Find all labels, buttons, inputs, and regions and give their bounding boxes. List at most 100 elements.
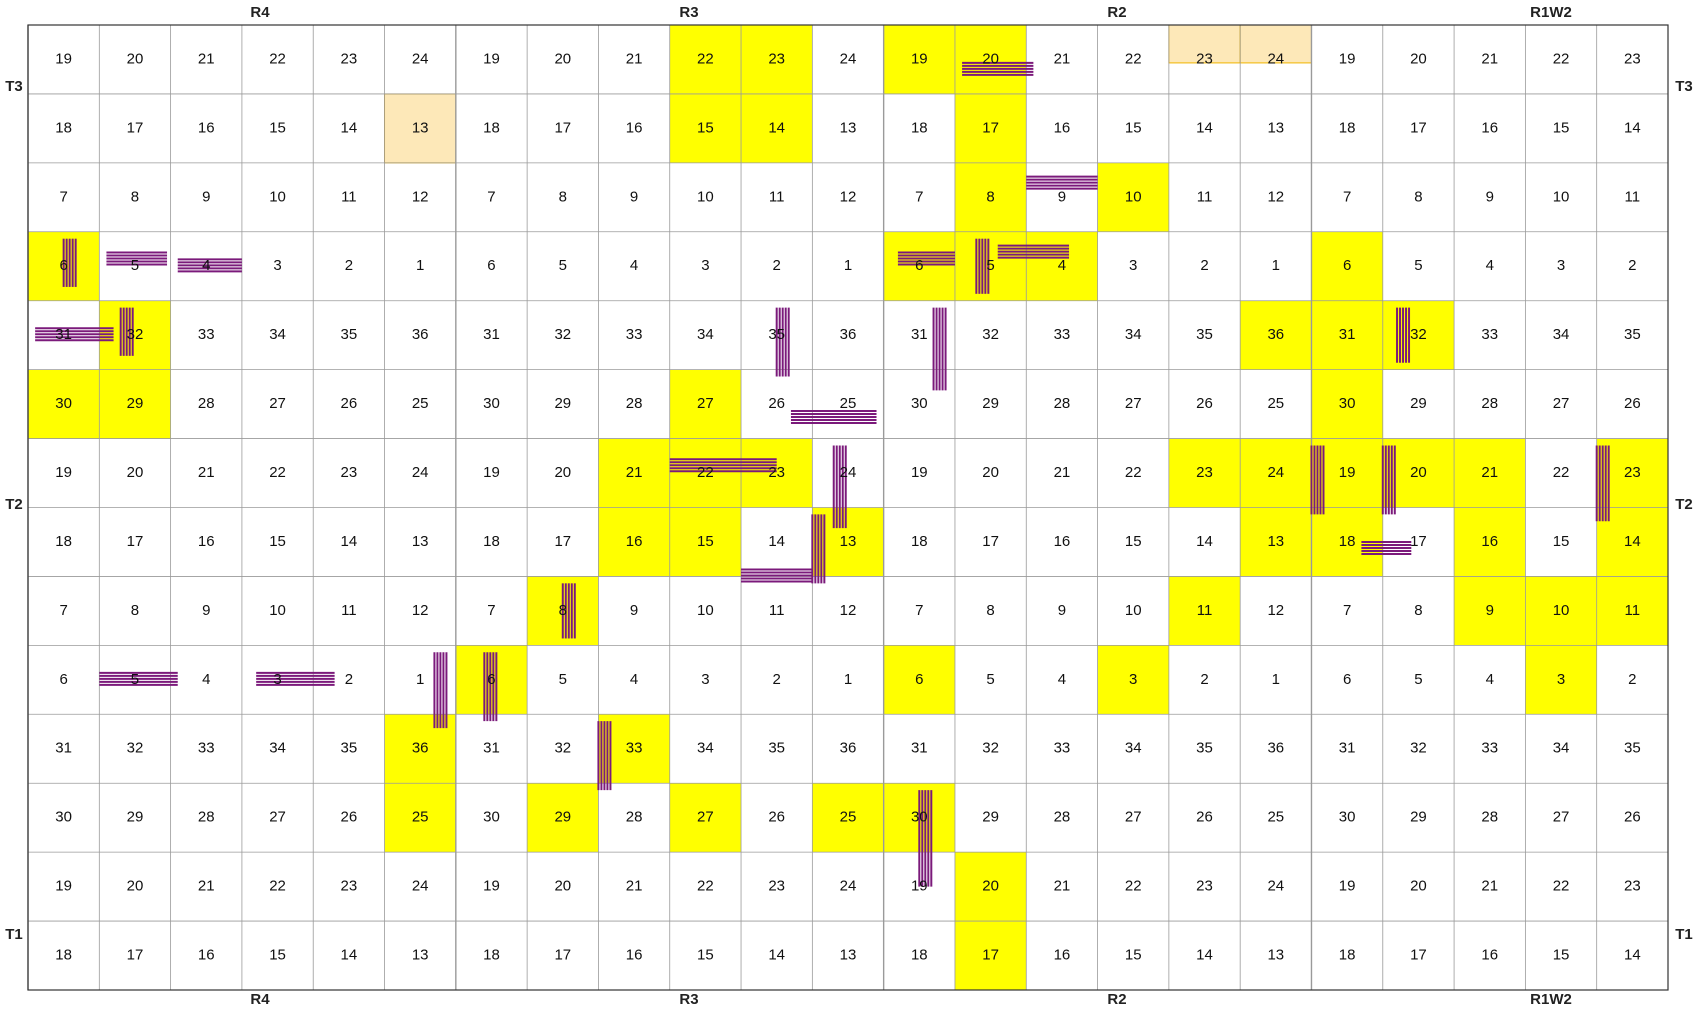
- lease-area: [669, 93, 742, 163]
- section-number: 23: [341, 464, 358, 481]
- section-number: 29: [982, 395, 999, 412]
- section-number: 22: [1125, 50, 1142, 67]
- section-number: 20: [982, 50, 999, 67]
- section-number: 13: [840, 533, 857, 550]
- section-number: 34: [269, 740, 286, 757]
- section-number: 6: [1343, 257, 1351, 274]
- section-number: 7: [1343, 188, 1351, 205]
- range-label: R3: [679, 991, 698, 1008]
- section-number: 30: [1339, 395, 1356, 412]
- township-label: T2: [1675, 496, 1693, 513]
- section-number: 19: [1339, 878, 1356, 895]
- range-label: R2: [1107, 4, 1126, 21]
- section-number: 25: [840, 809, 857, 826]
- section-number: 2: [345, 257, 353, 274]
- section-number: 16: [1481, 947, 1498, 964]
- lease-area: [954, 852, 1027, 922]
- section-number: 9: [1486, 188, 1494, 205]
- section-number: 28: [1481, 809, 1498, 826]
- section-number: 2: [1628, 671, 1636, 688]
- section-number: 23: [341, 878, 358, 895]
- section-number: 5: [131, 257, 139, 274]
- township-label: T2: [5, 496, 23, 513]
- section-number: 2: [1200, 671, 1208, 688]
- lease-area: [812, 783, 884, 853]
- section-number: 29: [127, 395, 144, 412]
- section-number: 17: [554, 947, 571, 964]
- section-number: 17: [982, 119, 999, 136]
- section-number: 29: [1410, 809, 1427, 826]
- section-number: 9: [202, 188, 210, 205]
- range-label: R4: [250, 991, 270, 1008]
- section-number: 15: [1553, 533, 1570, 550]
- section-number: 11: [341, 602, 357, 619]
- section-number: 7: [487, 602, 495, 619]
- section-number: 21: [626, 878, 643, 895]
- section-number: 19: [55, 878, 72, 895]
- section-number: 27: [1125, 809, 1142, 826]
- section-number: 20: [554, 50, 571, 67]
- section-number: 24: [840, 878, 857, 895]
- section-number: 27: [1553, 395, 1570, 412]
- section-number: 26: [341, 809, 358, 826]
- lease-area: [1311, 369, 1383, 439]
- section-number: 30: [55, 395, 72, 412]
- section-number: 8: [559, 188, 567, 205]
- section-number: 7: [487, 188, 495, 205]
- township-label: T3: [5, 78, 23, 95]
- section-number: 25: [1267, 809, 1284, 826]
- township-label: T1: [5, 926, 23, 943]
- section-number: 5: [131, 671, 139, 688]
- section-number: 19: [483, 464, 500, 481]
- section-number: 6: [1343, 671, 1351, 688]
- section-number: 16: [1054, 119, 1071, 136]
- lease-area: [1311, 231, 1383, 301]
- section-number: 8: [559, 602, 567, 619]
- lease-area: [1026, 231, 1098, 301]
- section-number: 31: [911, 326, 928, 343]
- section-number: 15: [1125, 947, 1142, 964]
- section-number: 17: [982, 533, 999, 550]
- section-number: 14: [1196, 533, 1213, 550]
- section-number: 11: [769, 188, 785, 205]
- section-number: 10: [1553, 602, 1570, 619]
- section-number: 36: [1267, 740, 1284, 757]
- section-number: 16: [198, 947, 215, 964]
- section-number: 22: [269, 50, 286, 67]
- section-number: 20: [554, 878, 571, 895]
- section-number: 34: [697, 740, 714, 757]
- lease-area: [1454, 576, 1526, 646]
- lease-area: [741, 438, 813, 508]
- section-number: 26: [1196, 809, 1213, 826]
- section-number: 8: [131, 188, 139, 205]
- section-number: 28: [1054, 395, 1071, 412]
- section-number: 4: [630, 671, 638, 688]
- section-number: 14: [768, 947, 785, 964]
- section-number: 17: [1410, 119, 1427, 136]
- section-number: 24: [840, 50, 857, 67]
- section-number: 16: [1481, 533, 1498, 550]
- section-number: 8: [131, 602, 139, 619]
- section-number: 36: [840, 740, 857, 757]
- lease-area: [1240, 300, 1312, 370]
- section-number: 20: [1410, 50, 1427, 67]
- section-number: 33: [198, 740, 215, 757]
- section-number: 7: [59, 188, 67, 205]
- lease-area: [954, 25, 1027, 94]
- section-number: 5: [986, 257, 994, 274]
- section-number: 4: [1486, 671, 1494, 688]
- lease-area: [598, 438, 670, 508]
- section-number: 8: [986, 188, 994, 205]
- section-number: 17: [1410, 947, 1427, 964]
- section-number: 31: [55, 326, 72, 343]
- section-number: 21: [198, 464, 215, 481]
- section-number: 23: [1196, 50, 1213, 67]
- section-number: 23: [768, 50, 785, 67]
- section-number: 32: [982, 740, 999, 757]
- section-number: 16: [1054, 947, 1071, 964]
- section-number: 11: [1197, 188, 1213, 205]
- section-number: 30: [911, 809, 928, 826]
- section-number: 10: [697, 188, 714, 205]
- section-number: 32: [982, 326, 999, 343]
- section-number: 33: [198, 326, 215, 343]
